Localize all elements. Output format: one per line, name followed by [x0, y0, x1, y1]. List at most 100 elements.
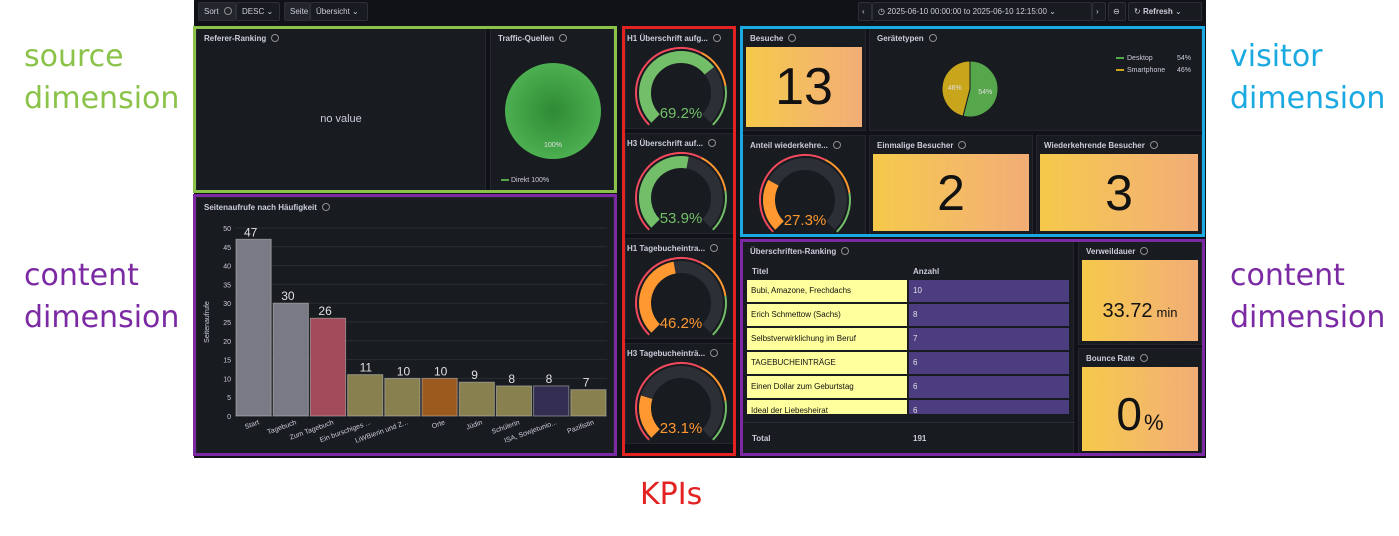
- bar[interactable]: [384, 377, 421, 417]
- table-row[interactable]: TAGEBUCHEINTRÄGE 6: [747, 352, 1069, 374]
- content-dimension-label-right: content dimension: [1230, 258, 1386, 335]
- table-row[interactable]: Ideal der Liebesheirat 6: [747, 400, 1069, 414]
- table-row[interactable]: Einen Dollar zum Geburtstag 6: [747, 376, 1069, 398]
- page-select[interactable]: Übersicht ⌄: [310, 2, 368, 21]
- info-icon[interactable]: [271, 34, 280, 42]
- clock-icon: ◷: [878, 7, 885, 16]
- content-dimension-label-left: content dimension: [24, 258, 180, 335]
- info-icon[interactable]: [928, 34, 937, 42]
- refresh-button[interactable]: ↻ Refresh ⌄: [1128, 2, 1202, 21]
- time-back-button[interactable]: ‹: [858, 2, 872, 21]
- row-title: Selbstverwirklichung im Beruf: [747, 328, 907, 350]
- chevron-down-icon: ⌄: [1174, 7, 1182, 16]
- row-count: 6: [909, 376, 1069, 398]
- page-views-panel: Seitenaufrufe nach Häufigkeit Seitenaufr…: [196, 197, 614, 455]
- page-views-bar-chart: Seitenaufrufe 0 5 10 15 20 25 30 35 40 45 50 47 Start…: [204, 225, 607, 445]
- y-tick-label: 10: [223, 376, 231, 383]
- source-dimension-box: [193, 26, 617, 193]
- sort-select[interactable]: DESC ⌄: [236, 2, 280, 21]
- chevron-left-icon: ‹: [862, 7, 865, 16]
- no-value-text: no value: [320, 113, 362, 125]
- panel-title: H1 Überschrift aufg...: [627, 34, 721, 43]
- y-tick-label: 50: [223, 226, 231, 233]
- legend-item[interactable]: Smartphone 46%: [1116, 67, 1191, 74]
- row-count: 8: [909, 304, 1069, 326]
- x-tick-label: Orte: [431, 419, 446, 430]
- chevron-down-icon: ⌄: [352, 7, 359, 16]
- dwell-time-stat: 33.72 min: [1082, 260, 1198, 341]
- panel-title: Verweildauer: [1086, 247, 1149, 256]
- kpi-gauge-panel: H3 Tagebucheinträ... 23.1%: [625, 343, 735, 444]
- info-icon[interactable]: [321, 203, 330, 211]
- table-row[interactable]: Selbstverwirklichung im Beruf 7: [747, 328, 1069, 350]
- chevron-down-icon: ⌄: [1049, 7, 1056, 16]
- dwell-time-panel: Verweildauer 33.72 min: [1078, 241, 1202, 345]
- bar[interactable]: [272, 302, 309, 417]
- kpi-gauge-panel: H3 Überschrift auf... 53.9%: [625, 133, 735, 234]
- kpis-label: KPIs: [640, 477, 703, 512]
- panel-title: Einmalige Besucher: [877, 141, 967, 150]
- col-header-count[interactable]: Anzahl: [913, 267, 940, 276]
- info-icon[interactable]: [1149, 141, 1158, 149]
- info-icon[interactable]: [712, 34, 721, 42]
- panel-title: H3 Überschrift auf...: [627, 139, 717, 148]
- bar-value-label: 47: [244, 225, 258, 239]
- table-row[interactable]: Erich Schmettow (Sachs) 8: [747, 304, 1069, 326]
- returning-visitors-panel: Wiederkehrende Besucher 3: [1036, 135, 1202, 235]
- gauge-fill: [639, 51, 715, 123]
- bar[interactable]: [421, 377, 458, 417]
- info-icon[interactable]: [788, 34, 797, 42]
- pie-slice-smartphone: [941, 60, 971, 117]
- content-dimension-box-left: [193, 194, 617, 456]
- info-icon[interactable]: [958, 141, 967, 149]
- gauge-threshold-green: [836, 192, 851, 233]
- bar[interactable]: [533, 385, 570, 417]
- panel-title: Besuche: [750, 34, 797, 43]
- visits-panel: Besuche 13: [742, 28, 866, 131]
- info-icon[interactable]: [832, 141, 841, 149]
- visits-stat: 13: [746, 47, 862, 127]
- gauge-fill: [639, 261, 676, 333]
- bar-value-label: 9: [471, 368, 478, 382]
- panel-title: Referer-Ranking: [204, 34, 280, 43]
- gauge-threshold-red: [759, 154, 826, 233]
- kpi-gauge: 23.1%: [635, 362, 727, 441]
- kpi-gauge: 53.9%: [635, 152, 727, 231]
- bounce-rate-stat: 0 %: [1082, 367, 1198, 451]
- bar-value-label: 8: [546, 372, 553, 386]
- time-forward-button[interactable]: ›: [1092, 2, 1106, 21]
- pie-slice-desktop: [962, 60, 999, 118]
- legend-swatch: [1116, 57, 1124, 60]
- bar-value-label: 26: [318, 304, 332, 318]
- info-icon[interactable]: [841, 247, 850, 255]
- legend-item[interactable]: Desktop 54%: [1116, 55, 1191, 62]
- bar-value-label: 8: [508, 372, 515, 386]
- gauge-threshold-orange: [700, 262, 727, 297]
- traffic-sources-panel: Traffic-Quellen 100% Direkt 100%: [490, 28, 614, 191]
- bar[interactable]: [347, 374, 384, 417]
- chevron-right-icon: ›: [1096, 7, 1099, 16]
- info-icon[interactable]: [1139, 354, 1148, 362]
- bar[interactable]: [458, 381, 495, 417]
- info-icon[interactable]: [710, 349, 719, 357]
- panel-title: Traffic-Quellen: [498, 34, 568, 43]
- bar-value-label: 30: [281, 289, 295, 303]
- bar[interactable]: [570, 389, 607, 417]
- gauge-threshold-green: [712, 85, 727, 126]
- table-scroll[interactable]: Bubi, Amazone, Frechdachs 10 Erich Schmett…: [743, 280, 1075, 414]
- kpis-box: [622, 26, 736, 456]
- bar[interactable]: [495, 385, 533, 417]
- bar[interactable]: [309, 317, 347, 417]
- pie-slice-label: 100%: [544, 142, 562, 149]
- col-header-title[interactable]: Titel: [752, 267, 769, 276]
- referer-ranking-panel: Referer-Ranking no value: [196, 28, 486, 191]
- bar[interactable]: [235, 238, 272, 417]
- table-row[interactable]: Bubi, Amazone, Frechdachs 10: [747, 280, 1069, 302]
- info-icon[interactable]: [708, 139, 717, 147]
- info-icon[interactable]: [559, 34, 568, 42]
- time-range-picker[interactable]: ◷ 2025-06-10 00:00:00 to 2025-06-10 12:1…: [872, 2, 1092, 21]
- info-icon[interactable]: [1140, 247, 1149, 255]
- zoom-out-button[interactable]: ⊖: [1108, 2, 1126, 21]
- info-icon[interactable]: [710, 244, 719, 252]
- gauge-threshold-orange: [824, 159, 851, 194]
